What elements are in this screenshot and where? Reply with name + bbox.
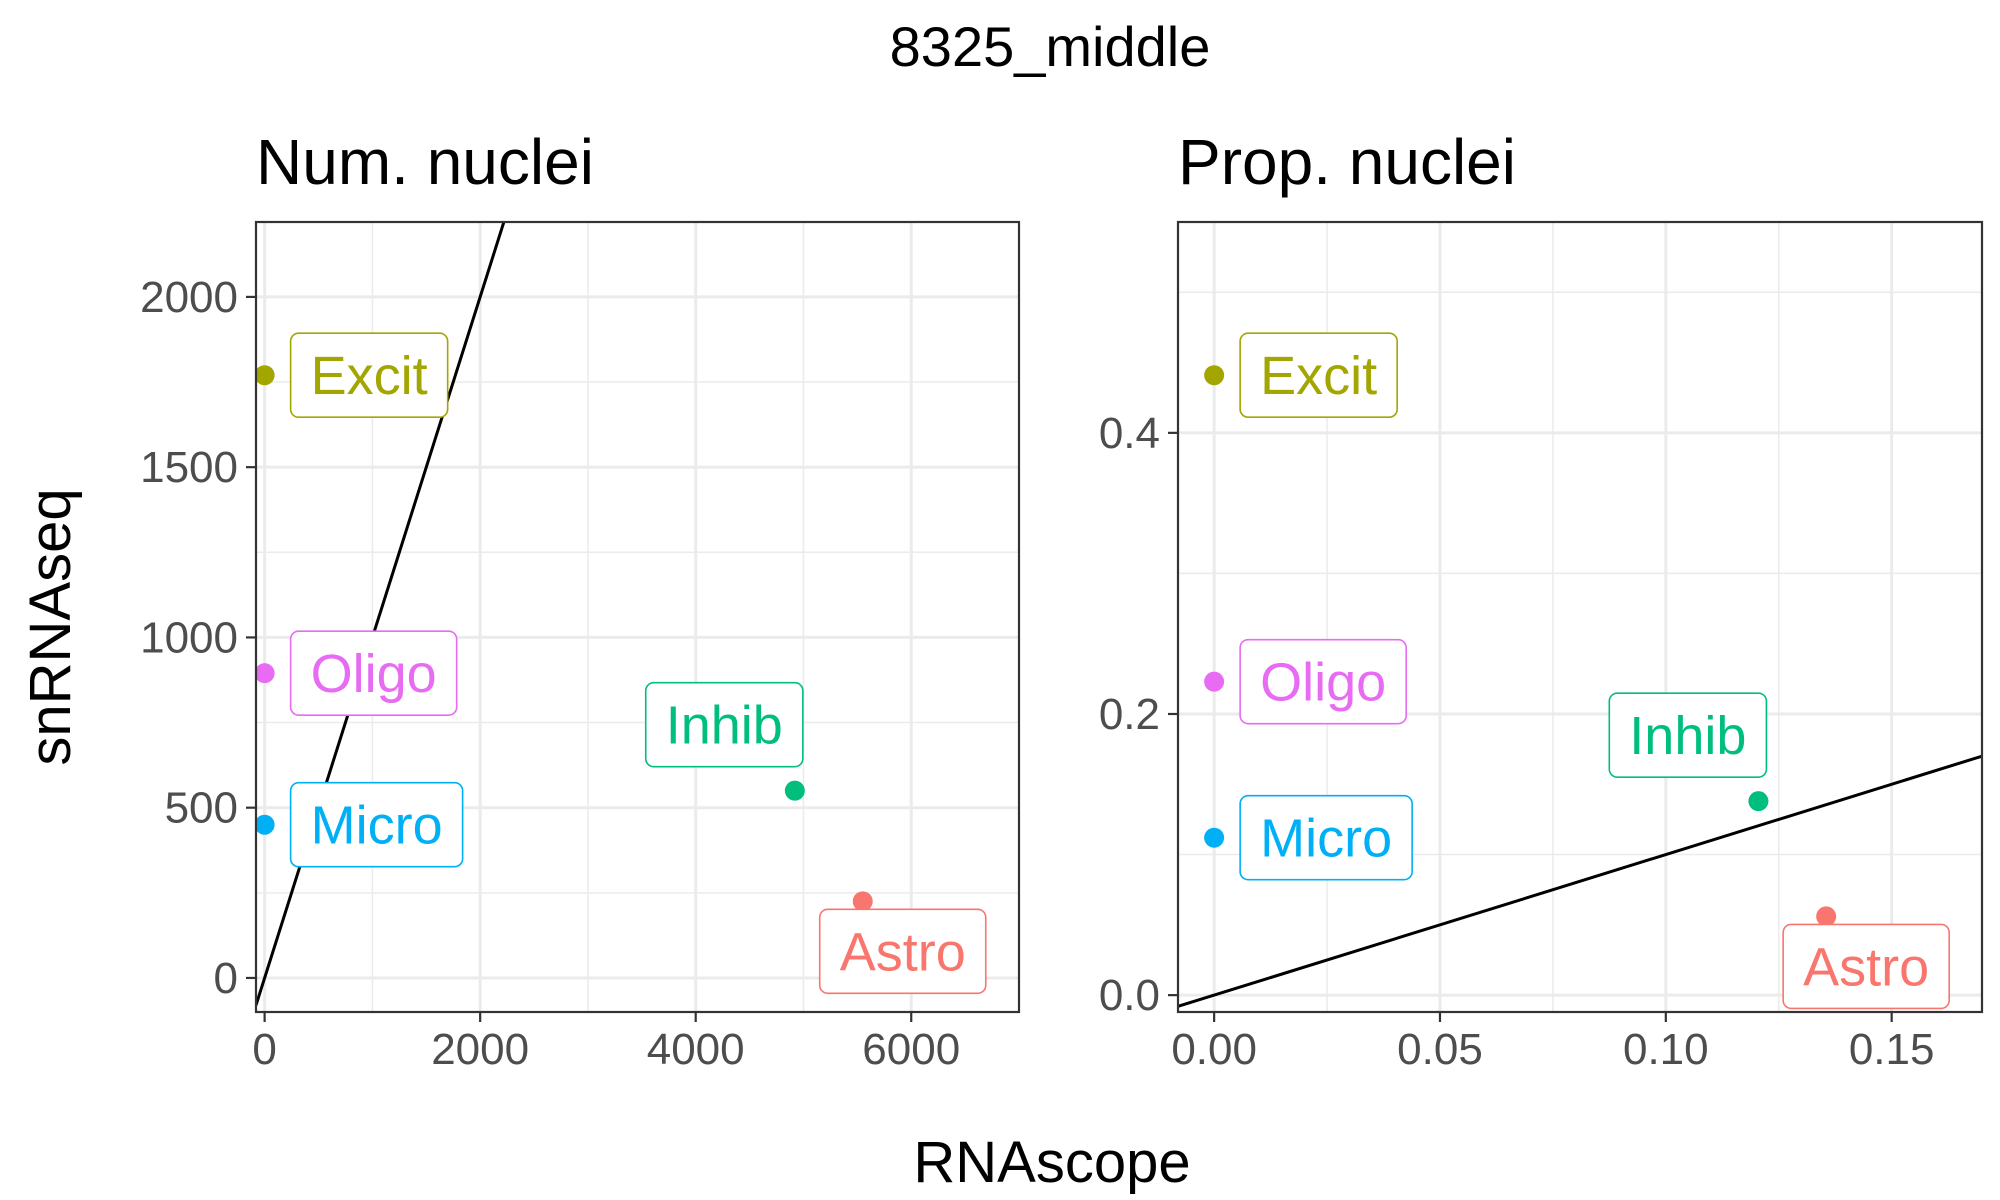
point-excit (1204, 365, 1225, 386)
plot-area (256, 222, 1019, 1012)
x-tick-label: 0.15 (1849, 1025, 1935, 1074)
data-label-excit: Excit (1260, 346, 1377, 406)
y-tick-label: 500 (165, 784, 238, 833)
data-label-excit: Excit (311, 346, 428, 406)
point-micro (1204, 827, 1225, 848)
point-oligo (1204, 671, 1225, 692)
x-tick-label: 0.10 (1623, 1025, 1709, 1074)
point-astro (1816, 906, 1837, 927)
point-oligo (256, 663, 275, 684)
data-label-box-excit (1239, 332, 1398, 419)
data-label-box-inhib (1608, 692, 1768, 778)
y-axis-label: snRNAseq (18, 488, 83, 765)
x-tick-label: 0.00 (1171, 1025, 1257, 1074)
panel-border (254, 220, 1021, 1014)
x-axis-label: RNAscope (913, 1130, 1190, 1195)
point-micro (256, 814, 275, 835)
data-label-box-micro (289, 781, 464, 868)
y-tick-label: 1500 (140, 443, 238, 492)
data-label-box-inhib (644, 681, 804, 768)
y-tick-label: 0.2 (1099, 690, 1160, 739)
x-tick-label: 4000 (647, 1025, 745, 1074)
figure-title: 8325_middle (890, 15, 1211, 78)
y-tick-label: 0.4 (1099, 409, 1160, 458)
data-label-box-oligo (289, 630, 458, 716)
point-inhib (1748, 791, 1769, 812)
data-label-box-excit (289, 332, 449, 419)
y-tick-label: 0.0 (1099, 971, 1160, 1020)
data-label-astro: Astro (840, 922, 966, 982)
data-label-micro: Micro (1260, 809, 1392, 869)
data-label-oligo: Oligo (311, 644, 437, 704)
data-label-box-astro (818, 908, 987, 995)
x-tick-label: 2000 (431, 1025, 529, 1074)
point-excit (256, 365, 275, 386)
panel-num-nuclei: Excit Oligo Micro Inhib Astro Num. nuclei 0 200… (140, 126, 1021, 1074)
point-astro (852, 891, 873, 912)
panel-prop-nuclei: Excit Oligo Micro Inhib Astro Prop. nuclei 0.0… (1099, 126, 1984, 1074)
identity-line (1178, 754, 1982, 1008)
data-label-astro: Astro (1803, 937, 1929, 997)
panel-border (1176, 220, 1984, 1014)
x-tick-label: 6000 (862, 1025, 960, 1074)
panel-title: Num. nuclei (256, 126, 594, 198)
data-label-box-oligo (1239, 638, 1407, 725)
panel-title: Prop. nuclei (1178, 126, 1516, 198)
data-label-box-astro (1782, 923, 1950, 1010)
data-label-micro: Micro (311, 796, 443, 856)
y-tick-label: 1000 (140, 613, 238, 662)
data-label-box-micro (1239, 794, 1413, 881)
y-tick-label: 2000 (140, 273, 238, 322)
data-label-oligo: Oligo (1260, 653, 1386, 713)
data-label-inhib: Inhib (1629, 706, 1746, 766)
x-tick-label: 0.05 (1397, 1025, 1483, 1074)
plot-area (1178, 222, 1982, 1012)
identity-line (256, 222, 506, 1006)
y-tick-label: 0 (214, 954, 238, 1003)
point-inhib (784, 780, 805, 801)
x-tick-label: 0 (252, 1025, 276, 1074)
data-label-inhib: Inhib (666, 696, 783, 756)
